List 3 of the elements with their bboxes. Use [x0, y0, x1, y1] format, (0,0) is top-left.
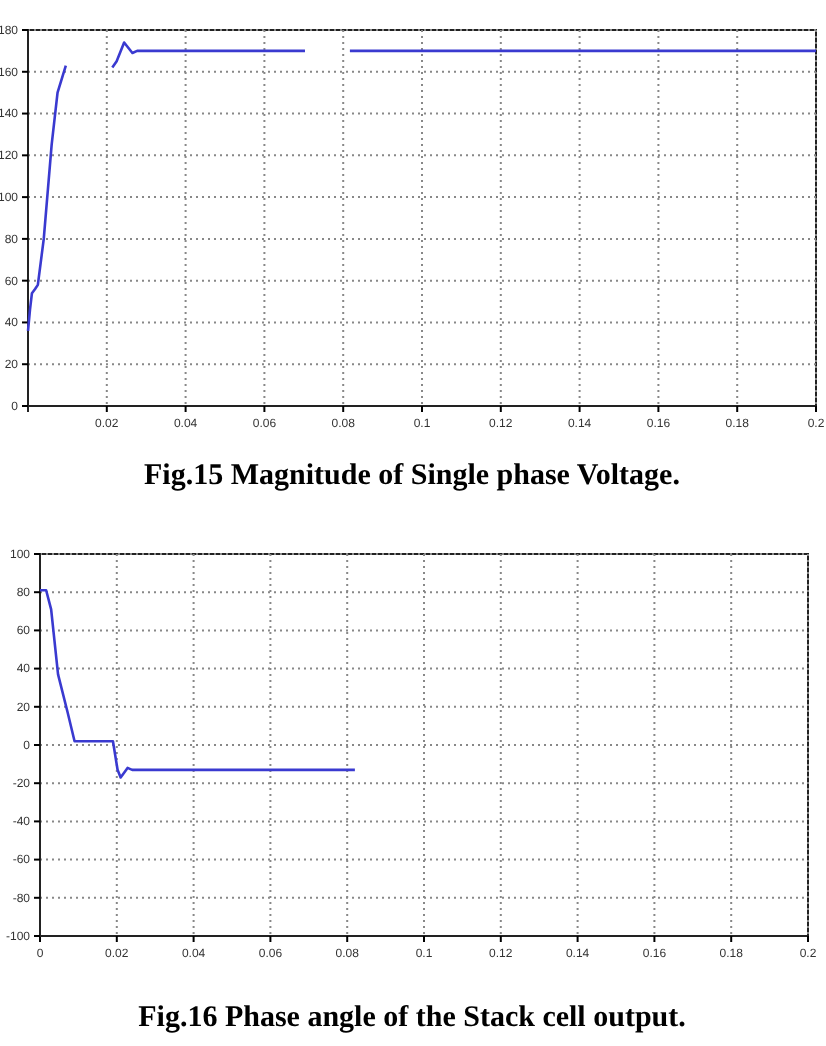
text: Fig.15 Magnitude of Single phase Voltage.	[144, 460, 681, 492]
text: Fig.16 Phase angle of the Stack cell output.	[138, 1002, 687, 1034]
line-series	[38, 588, 357, 779]
